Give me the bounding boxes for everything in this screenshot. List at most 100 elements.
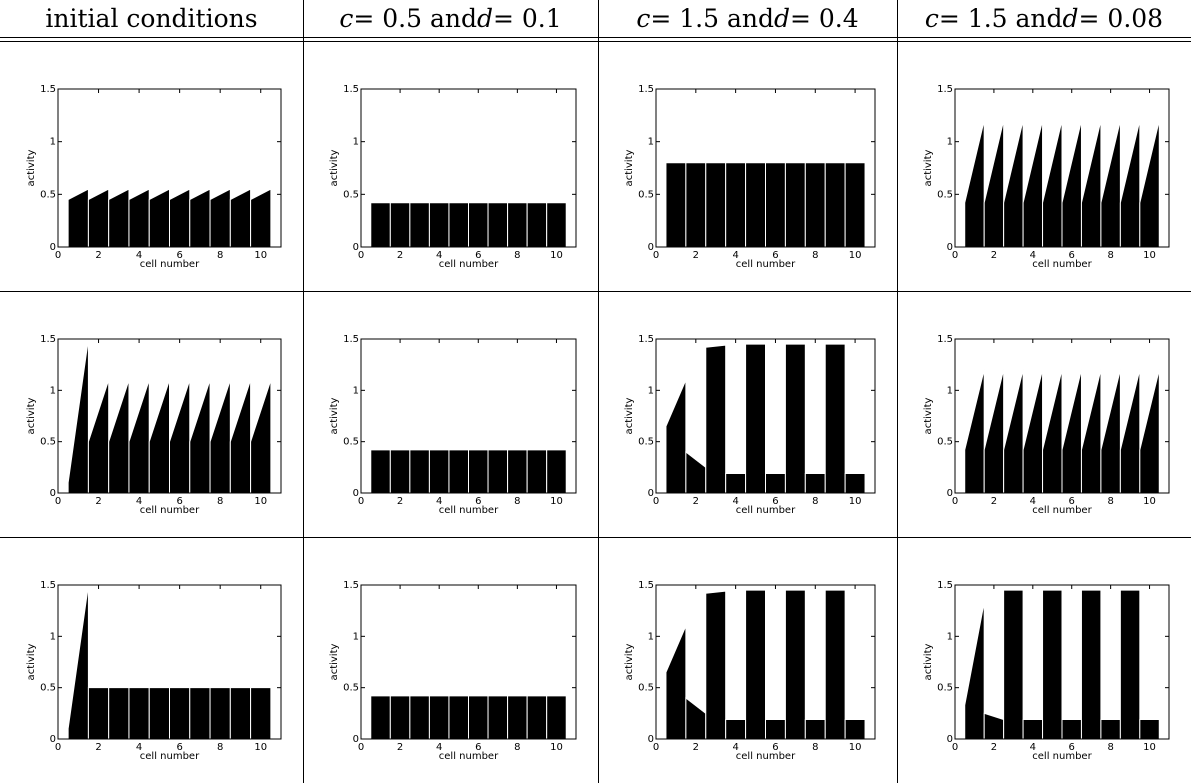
header-text: = 0.1 <box>492 3 562 33</box>
x-axis-label: cell number <box>140 505 200 516</box>
y-axis-label: activity <box>923 643 934 680</box>
header-text: d <box>773 3 790 33</box>
bar-cell-5 <box>148 379 170 494</box>
y-axis-label: activity <box>624 149 635 186</box>
x-tick-label: 0 <box>55 250 61 261</box>
column-header-3: c = 1.5 and d = 0.4 <box>598 0 897 36</box>
bar-cell-3 <box>705 590 727 740</box>
bar-cell-1 <box>964 602 985 740</box>
y-tick-label: 0.5 <box>638 437 654 448</box>
bar-cell-7 <box>1080 589 1102 740</box>
y-tick-label: 0 <box>648 734 654 745</box>
bar-cell-7 <box>784 162 806 248</box>
y-tick-label: 0.5 <box>937 437 953 448</box>
bar-cell-6 <box>468 695 489 740</box>
bar-cell-4 <box>1022 120 1044 248</box>
y-tick-label: 1.5 <box>40 84 56 95</box>
bar-cell-8 <box>507 449 528 494</box>
x-tick-label: 8 <box>812 250 818 261</box>
bar-cell-7 <box>487 202 509 248</box>
y-tick-label: 1 <box>947 137 953 148</box>
y-axis-label: activity <box>26 397 37 434</box>
x-tick-label: 10 <box>849 742 862 753</box>
bar-cell-5 <box>1042 369 1063 494</box>
y-tick-label: 1.5 <box>343 580 359 591</box>
y-tick-label: 0 <box>353 488 359 499</box>
y-axis-label: activity <box>329 643 340 680</box>
x-tick-label: 10 <box>1143 496 1156 507</box>
x-tick-label: 10 <box>550 250 563 261</box>
y-tick-label: 1.5 <box>638 580 654 591</box>
x-tick-label: 4 <box>1030 496 1036 507</box>
bar-cell-10 <box>250 687 272 740</box>
bar-chart-r2c3: 0 2 4 6 8 10 0 0.5 1 1.5 cell number activity <box>598 291 897 537</box>
x-tick-label: 6 <box>772 742 778 753</box>
y-axis-label: activity <box>624 643 635 680</box>
bar-cell-8 <box>507 695 528 740</box>
x-tick-label: 10 <box>550 742 563 753</box>
bar-cell-2 <box>389 449 411 494</box>
x-tick-label: 8 <box>514 496 520 507</box>
bar-cell-6 <box>1061 369 1082 494</box>
bar-cell-3 <box>409 202 430 248</box>
x-tick-label: 10 <box>550 496 563 507</box>
x-tick-label: 6 <box>475 742 481 753</box>
x-tick-label: 6 <box>475 250 481 261</box>
chart-svg: 0 2 4 6 8 10 0 0.5 1 1.5 cell number activity <box>329 84 577 270</box>
bar-cell-2 <box>87 379 110 494</box>
column-divider <box>598 0 599 783</box>
bar-cell-2 <box>685 162 707 248</box>
x-tick-label: 4 <box>436 496 442 507</box>
bar-cell-4 <box>428 449 450 494</box>
bar-chart-r3c3: 0 2 4 6 8 10 0 0.5 1 1.5 cell number activity <box>598 537 897 783</box>
bar-cell-3 <box>409 695 430 740</box>
chart-svg: 0 2 4 6 8 10 0 0.5 1 1.5 cell number activity <box>26 84 282 270</box>
column-divider <box>897 0 898 783</box>
y-tick-label: 1 <box>353 631 359 642</box>
x-tick-label: 8 <box>1107 496 1113 507</box>
bar-cell-3 <box>1003 369 1024 494</box>
bar-cell-10 <box>844 162 866 248</box>
bar-chart-r2c4: 0 2 4 6 8 10 0 0.5 1 1.5 cell number activity <box>897 291 1191 537</box>
x-tick-label: 8 <box>1107 742 1113 753</box>
bar-cell-5 <box>448 202 469 248</box>
bar-cell-4 <box>128 687 150 740</box>
bar-cell-10 <box>546 449 567 494</box>
bar-cell-1 <box>665 162 687 248</box>
x-tick-label: 0 <box>55 496 61 507</box>
bar-cell-3 <box>705 344 727 494</box>
bar-cell-2 <box>685 696 707 740</box>
x-tick-label: 2 <box>95 742 101 753</box>
x-tick-label: 2 <box>991 250 997 261</box>
x-tick-label: 6 <box>772 250 778 261</box>
x-tick-label: 6 <box>176 496 182 507</box>
bar-cell-5 <box>1042 120 1063 248</box>
x-tick-label: 2 <box>991 742 997 753</box>
axes-frame <box>57 338 282 494</box>
bar-cell-6 <box>1061 120 1082 248</box>
x-tick-label: 6 <box>1069 742 1075 753</box>
chart-svg: 0 2 4 6 8 10 0 0.5 1 1.5 cell number activity <box>624 84 876 270</box>
x-tick-label: 10 <box>254 250 267 261</box>
column-header-2: c = 0.5 and d = 0.1 <box>303 0 598 36</box>
bar-cell-3 <box>1003 589 1024 740</box>
bar-chart-r3c1: 0 2 4 6 8 10 0 0.5 1 1.5 cell number activity <box>0 537 303 783</box>
header-text: initial conditions <box>45 3 258 33</box>
row-divider <box>0 41 1191 42</box>
y-tick-label: 1 <box>648 385 654 396</box>
y-tick-label: 1.5 <box>937 334 953 345</box>
bar-cell-3 <box>409 449 430 494</box>
bar-cell-10 <box>250 379 272 494</box>
bar-cell-2 <box>685 450 707 494</box>
bar-cell-7 <box>487 449 509 494</box>
row-divider <box>0 291 1191 292</box>
column-divider <box>303 0 304 783</box>
y-tick-label: 1 <box>50 631 56 642</box>
x-tick-label: 2 <box>397 742 403 753</box>
y-tick-label: 1 <box>648 137 654 148</box>
x-tick-label: 8 <box>217 496 223 507</box>
bar-cell-9 <box>229 188 252 248</box>
y-axis-label: activity <box>329 397 340 434</box>
row-divider <box>0 37 1191 38</box>
header-text: = 1.5 and <box>938 3 1063 33</box>
